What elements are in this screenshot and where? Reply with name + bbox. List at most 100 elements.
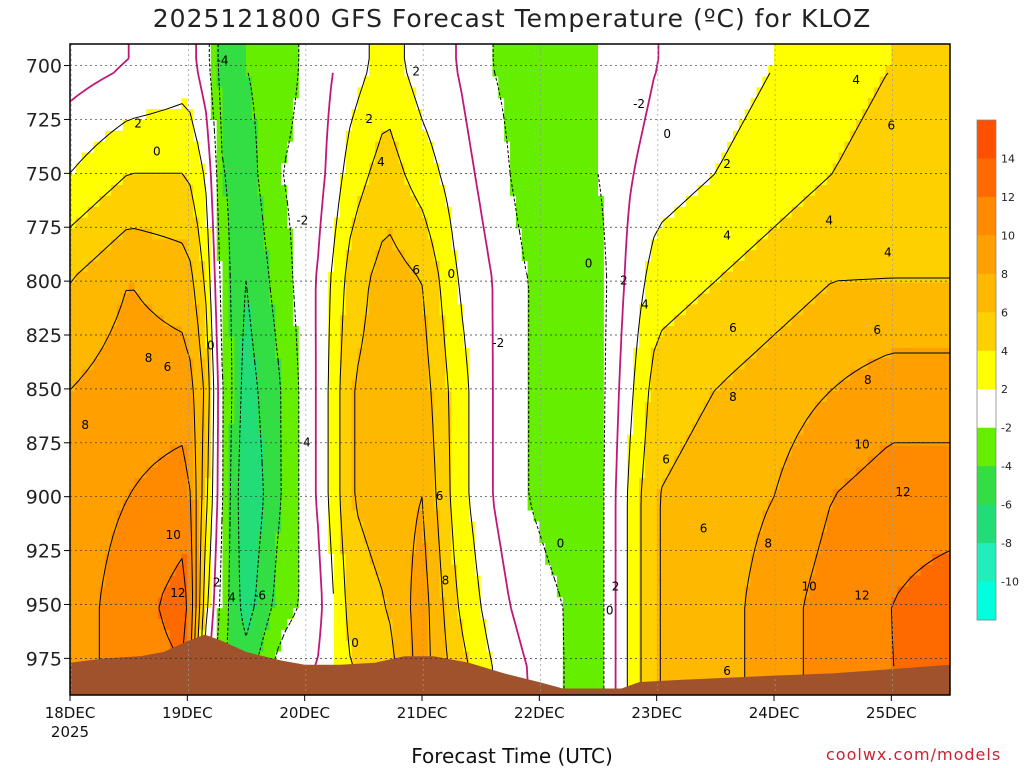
temperature-cell [146, 130, 153, 143]
temperature-cell [99, 564, 106, 577]
temperature-cell [99, 217, 106, 230]
temperature-cell [404, 304, 411, 316]
temperature-cell [339, 141, 347, 154]
temperature-cell [158, 304, 165, 316]
temperature-cell [222, 326, 229, 338]
temperature-cell [380, 304, 388, 316]
temperature-cell [521, 564, 529, 577]
temperature-cell [533, 174, 540, 186]
temperature-cell [128, 402, 136, 414]
temperature-cell [93, 87, 100, 99]
temperature-cell [527, 217, 535, 230]
temperature-cell [345, 543, 353, 555]
temperature-cell [281, 402, 288, 414]
temperature-cell [304, 261, 312, 273]
temperature-cell [99, 456, 106, 468]
temperature-cell [134, 315, 141, 327]
temperature-cell [316, 109, 323, 121]
temperature-cell [515, 391, 523, 403]
temperature-cell [504, 597, 511, 609]
temperature-cell [87, 44, 95, 56]
temperature-cell [539, 467, 546, 479]
temperature-cell [228, 304, 235, 316]
chart-title: 2025121800 GFS Forecast Temperature (ºC)… [152, 4, 872, 33]
temperature-cell [99, 163, 106, 175]
temperature-cell [87, 54, 95, 67]
temperature-cell [521, 597, 529, 609]
temperature-cell [70, 499, 77, 512]
temperature-cell [392, 380, 400, 392]
temperature-cell [375, 521, 382, 533]
temperature-cell [146, 228, 153, 240]
temperature-cell [451, 358, 458, 371]
temperature-cell [375, 553, 382, 566]
temperature-cell [468, 543, 476, 555]
temperature-cell [515, 564, 523, 577]
temperature-cell [134, 98, 141, 110]
temperature-cell [152, 358, 159, 371]
temperature-cell [246, 532, 253, 544]
temperature-cell [480, 369, 488, 381]
temperature-cell [263, 499, 271, 512]
temperature-cell [128, 271, 136, 284]
temperature-cell [363, 109, 370, 121]
temperature-cell [445, 98, 452, 110]
temperature-cell [70, 629, 77, 642]
temperature-cell [111, 391, 118, 403]
temperature-cell [451, 423, 458, 436]
temperature-cell [457, 76, 464, 88]
temperature-cell [492, 65, 499, 78]
temperature-cell [334, 336, 341, 349]
temperature-cell [158, 391, 165, 403]
temperature-cell [199, 326, 206, 338]
temperature-cell [375, 228, 382, 240]
temperature-cell [251, 65, 259, 78]
temperature-cell [527, 98, 535, 110]
temperature-cell [345, 206, 353, 219]
temperature-cell [122, 412, 130, 425]
temperature-cell [451, 141, 458, 154]
temperature-cell [105, 369, 112, 381]
temperature-cell [246, 250, 253, 262]
temperature-cell [181, 412, 188, 425]
temperature-cell [334, 347, 341, 360]
temperature-cell [451, 76, 458, 88]
temperature-cell [445, 228, 452, 240]
temperature-cell [445, 597, 452, 609]
temperature-cell [463, 586, 470, 598]
temperature-cell [427, 271, 435, 284]
temperature-cell [398, 304, 405, 316]
temperature-cell [498, 271, 505, 284]
temperature-cell [492, 141, 499, 154]
temperature-cell [369, 608, 376, 620]
temperature-cell [427, 532, 435, 544]
temperature-cell [310, 336, 317, 349]
temperature-cell [122, 564, 130, 577]
temperature-cell [175, 499, 183, 512]
temperature-cell [122, 109, 130, 121]
temperature-cell [204, 521, 212, 533]
temperature-cell [246, 228, 253, 240]
temperature-cell [304, 87, 312, 99]
temperature-cell [251, 195, 259, 208]
temperature-cell [515, 44, 523, 56]
temperature-cell [169, 380, 177, 392]
temperature-cell [445, 564, 452, 577]
temperature-cell [122, 250, 130, 262]
temperature-cell [81, 629, 89, 642]
temperature-cell [510, 391, 517, 403]
temperature-cell [240, 304, 247, 316]
temperature-cell [222, 499, 229, 512]
temperature-cell [316, 499, 323, 512]
temperature-cell [93, 228, 100, 240]
temperature-cell [322, 206, 329, 219]
temperature-cell [287, 217, 294, 230]
temperature-cell [93, 467, 100, 479]
temperature-cell [551, 510, 558, 522]
temperature-cell [111, 640, 118, 653]
temperature-cell [140, 130, 147, 143]
temperature-cell [486, 185, 493, 197]
temperature-cell [128, 250, 136, 262]
temperature-cell [234, 336, 241, 349]
temperature-cell [422, 467, 429, 479]
